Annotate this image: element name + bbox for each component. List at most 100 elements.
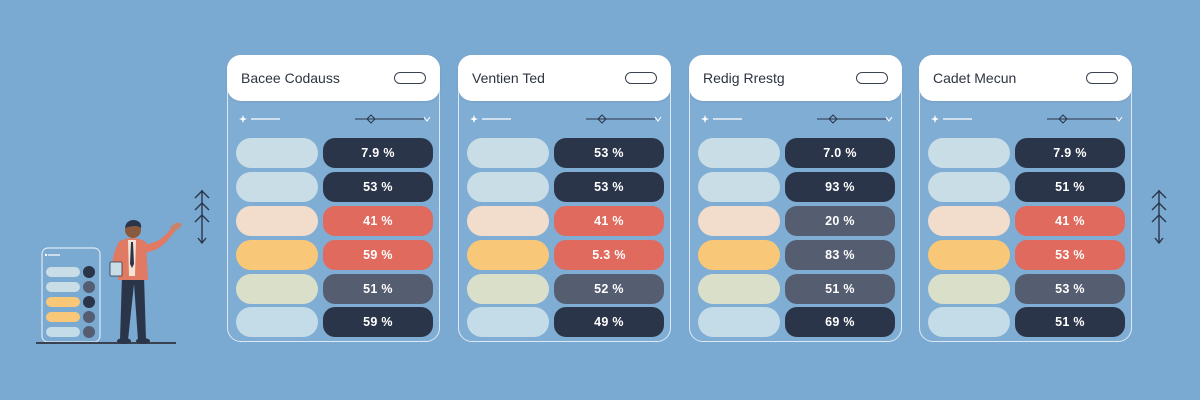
card-toggle-button[interactable]: [856, 72, 888, 84]
percent-value: 5.3 %: [554, 240, 664, 270]
phone-dot: [83, 281, 95, 293]
category-pill[interactable]: [698, 172, 780, 202]
category-pill[interactable]: [928, 274, 1010, 304]
range-slider[interactable]: [586, 114, 655, 124]
category-pill[interactable]: [928, 172, 1010, 202]
stat-row: 5.3 %: [467, 240, 664, 270]
card-header: Redig Rrestg: [689, 55, 902, 101]
phone-pill: [46, 312, 80, 322]
card-title: Redig Rrestg: [703, 70, 785, 86]
category-pill[interactable]: [236, 172, 318, 202]
stat-row: 51 %: [236, 274, 433, 304]
sparkle-icon[interactable]: [470, 115, 478, 123]
category-pill[interactable]: [236, 274, 318, 304]
card-header: Ventien Ted: [458, 55, 671, 101]
card-header: Cadet Mecun: [919, 55, 1132, 101]
card-title: Cadet Mecun: [933, 70, 1017, 86]
percent-value: 51 %: [323, 274, 433, 304]
category-pill[interactable]: [928, 240, 1010, 270]
category-pill[interactable]: [467, 307, 549, 337]
stat-row: 69 %: [698, 307, 895, 337]
category-pill[interactable]: [928, 307, 1010, 337]
sparkle-icon[interactable]: [239, 115, 247, 123]
stat-row: 20 %: [698, 206, 895, 236]
category-pill[interactable]: [467, 240, 549, 270]
chevron-down-icon[interactable]: [654, 116, 662, 122]
range-slider[interactable]: [817, 114, 886, 124]
category-pill[interactable]: [698, 307, 780, 337]
percent-value: 7.9 %: [1015, 138, 1125, 168]
percent-value: 41 %: [554, 206, 664, 236]
percent-value: 41 %: [323, 206, 433, 236]
percent-value: 93 %: [785, 172, 895, 202]
category-pill[interactable]: [698, 138, 780, 168]
category-pill[interactable]: [467, 172, 549, 202]
chevron-down-icon[interactable]: [1115, 116, 1123, 122]
category-pill[interactable]: [467, 274, 549, 304]
category-pill[interactable]: [698, 206, 780, 236]
stat-row: 7.0 %: [698, 138, 895, 168]
stat-card: Cadet Mecun 7.9 % 51 % 41 % 53 % 53 % 51 %: [919, 55, 1132, 342]
category-pill[interactable]: [467, 138, 549, 168]
stat-row: 52 %: [467, 274, 664, 304]
stat-card: Bacee Codauss 7.9 % 53 % 41 % 59 % 51 % 59 %: [227, 55, 440, 342]
percent-value: 53 %: [554, 138, 664, 168]
category-pill[interactable]: [698, 240, 780, 270]
phone-dot: [83, 266, 95, 278]
stat-row: 51 %: [928, 307, 1125, 337]
sparkle-icon[interactable]: [701, 115, 709, 123]
phone-dot: [83, 311, 95, 323]
chevron-down-icon[interactable]: [423, 116, 431, 122]
phone-dot: [83, 326, 95, 338]
percent-value: 51 %: [785, 274, 895, 304]
range-slider[interactable]: [355, 114, 424, 124]
card-toggle-button[interactable]: [1086, 72, 1118, 84]
stat-row: 7.9 %: [236, 138, 433, 168]
category-pill[interactable]: [928, 206, 1010, 236]
percent-value: 20 %: [785, 206, 895, 236]
percent-value: 59 %: [323, 307, 433, 337]
category-pill[interactable]: [928, 138, 1010, 168]
card-toggle-button[interactable]: [625, 72, 657, 84]
percent-value: 53 %: [1015, 240, 1125, 270]
category-pill[interactable]: [236, 307, 318, 337]
category-pill[interactable]: [467, 206, 549, 236]
phone-pill: [46, 297, 80, 307]
stat-row: 53 %: [928, 274, 1125, 304]
category-pill[interactable]: [698, 274, 780, 304]
person-illustration: [104, 218, 186, 344]
stat-row: 59 %: [236, 240, 433, 270]
phone-pill: [46, 327, 80, 337]
stat-row: 51 %: [928, 172, 1125, 202]
phone-illustration: [40, 247, 102, 352]
phone-dot: [83, 296, 95, 308]
category-pill[interactable]: [236, 138, 318, 168]
stat-row: 59 %: [236, 307, 433, 337]
stat-row: 93 %: [698, 172, 895, 202]
card-filter-controls: [930, 112, 1123, 126]
card-filter-controls: [700, 112, 893, 126]
stat-row: 53 %: [236, 172, 433, 202]
chevron-down-icon[interactable]: [885, 116, 893, 122]
stat-row: 49 %: [467, 307, 664, 337]
percent-value: 53 %: [554, 172, 664, 202]
category-pill[interactable]: [236, 240, 318, 270]
phone-pill: [46, 267, 80, 277]
stat-row: 53 %: [928, 240, 1125, 270]
card-filter-controls: [469, 112, 662, 126]
card-title: Ventien Ted: [472, 70, 545, 86]
percent-value: 51 %: [1015, 307, 1125, 337]
phone-pill: [46, 282, 80, 292]
sparkle-icon[interactable]: [931, 115, 939, 123]
stat-row: 41 %: [467, 206, 664, 236]
category-pill[interactable]: [236, 206, 318, 236]
card-toggle-button[interactable]: [394, 72, 426, 84]
stat-row: 53 %: [467, 172, 664, 202]
stat-card: Ventien Ted 53 % 53 % 41 % 5.3 % 52 % 49 %: [458, 55, 671, 342]
range-slider[interactable]: [1047, 114, 1116, 124]
ground-line: [36, 342, 176, 344]
stat-row: 53 %: [467, 138, 664, 168]
percent-value: 41 %: [1015, 206, 1125, 236]
arrow-tree-right-icon: [1148, 188, 1170, 246]
stat-card: Redig Rrestg 7.0 % 93 % 20 % 83 % 51 % 69 %: [689, 55, 902, 342]
